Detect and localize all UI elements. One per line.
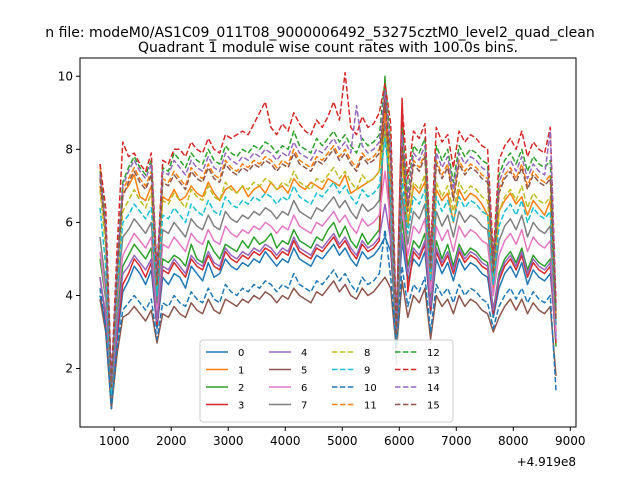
y-tick-label: 4: [65, 288, 73, 302]
series-line-11: [99, 112, 557, 388]
y-axis: 2 4 6 8 10: [58, 69, 80, 376]
series-line-3: [99, 93, 557, 410]
legend-label-4: 4: [301, 348, 307, 359]
legend-box: [199, 339, 454, 423]
series-line-6: [99, 170, 557, 395]
x-tick-label: 2000: [156, 434, 187, 448]
legend-label-1: 1: [238, 366, 244, 377]
series-line-15: [99, 101, 557, 388]
x-tick-label: 4000: [270, 434, 301, 448]
legend-label-2: 2: [238, 383, 244, 394]
legend-label-10: 10: [364, 383, 377, 394]
x-tick-label: 6000: [384, 434, 415, 448]
x-tick-label: 5000: [327, 434, 358, 448]
series-line-5: [99, 276, 557, 410]
series-line-13: [99, 71, 557, 381]
y-tick-label: 8: [65, 142, 73, 156]
x-axis: 1000 2000 3000 4000 5000 6000 7000 8000 9000: [99, 427, 586, 448]
chart-title: Quadrant 1 module wise count rates with …: [138, 40, 518, 56]
legend-label-11: 11: [364, 401, 377, 412]
axes-frame: [79, 57, 577, 428]
series-line-7: [99, 123, 557, 399]
figure-suptitle: n file: modeM0/AS1C09_011T08_9000006492_…: [45, 25, 594, 41]
legend-label-7: 7: [301, 401, 307, 412]
series-line-4: [99, 203, 557, 406]
legend-label-9: 9: [364, 366, 370, 377]
legend-label-0: 0: [238, 348, 244, 359]
plot-lines: [99, 71, 557, 410]
y-tick-label: 10: [58, 69, 73, 83]
legend-label-6: 6: [301, 383, 307, 394]
series-line-1: [99, 90, 557, 388]
x-tick-label: 9000: [555, 434, 586, 448]
legend-label-12: 12: [427, 348, 440, 359]
series-line-2: [99, 75, 557, 399]
x-tick-label: 7000: [441, 434, 472, 448]
series-line-14: [99, 90, 557, 384]
x-tick-label: 8000: [498, 434, 529, 448]
series-line-0: [99, 236, 557, 406]
legend-label-15: 15: [427, 401, 440, 412]
series-line-8: [99, 130, 557, 392]
legend-label-13: 13: [427, 366, 440, 377]
legend-label-5: 5: [301, 366, 307, 377]
x-tick-label: 1000: [99, 434, 130, 448]
legend-label-14: 14: [427, 383, 440, 394]
x-tick-label: 3000: [213, 434, 244, 448]
series-line-10: [99, 228, 557, 410]
series-line-9: [99, 137, 557, 395]
x-offset-label: +4.919e8: [517, 455, 576, 469]
legend-label-8: 8: [364, 348, 370, 359]
y-tick-label: 6: [65, 215, 73, 229]
y-tick-label: 2: [65, 362, 73, 376]
legend-label-3: 3: [238, 401, 244, 412]
series-line-12: [99, 79, 557, 384]
